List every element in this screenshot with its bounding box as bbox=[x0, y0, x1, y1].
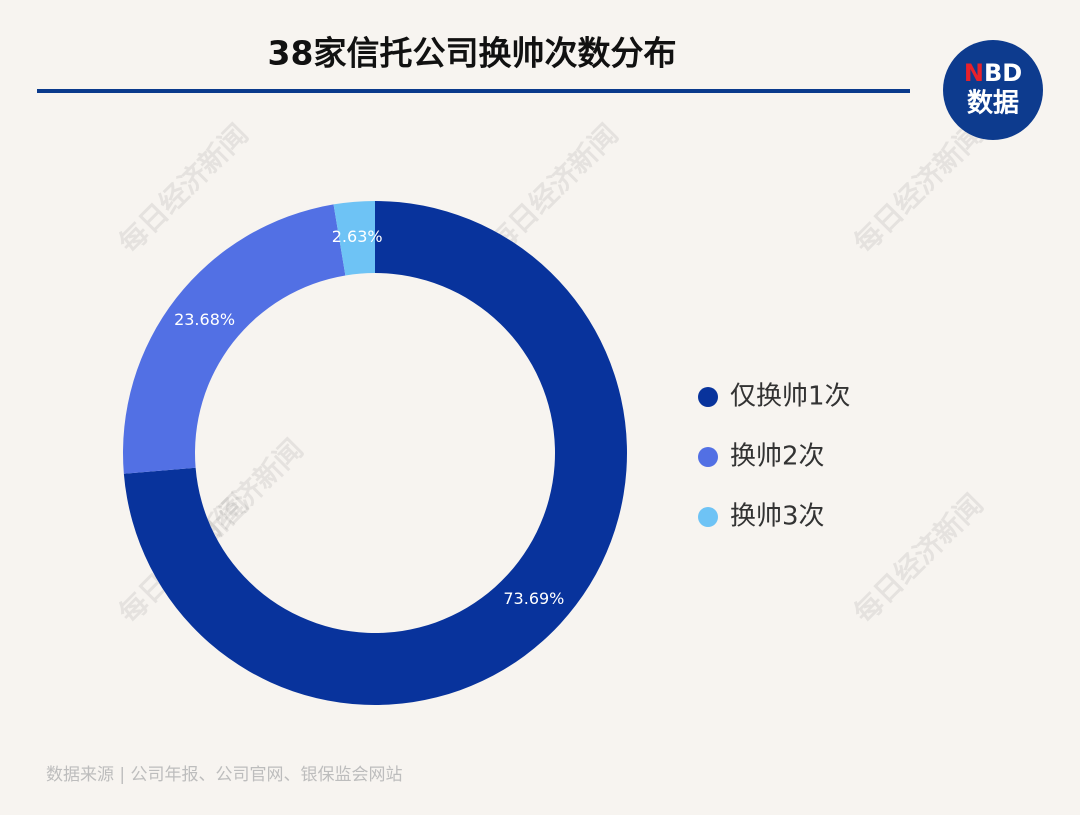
legend-swatch bbox=[698, 447, 718, 467]
donut: 73.69% 23.68% 2.63% bbox=[123, 201, 628, 706]
donut-segment bbox=[123, 204, 346, 474]
data-label: 2.63% bbox=[332, 227, 383, 246]
logo-subtext: 数据 bbox=[967, 89, 1019, 119]
logo-text: NBD bbox=[964, 59, 1022, 87]
data-label: 23.68% bbox=[174, 310, 235, 329]
legend-label: 仅换帅1次 bbox=[730, 382, 851, 412]
legend-swatch bbox=[698, 507, 718, 527]
chart-title: 38家信托公司换帅次数分布 bbox=[268, 34, 677, 73]
logo-badge bbox=[943, 40, 1043, 140]
donut-segment bbox=[333, 201, 375, 276]
data-label: 73.69% bbox=[503, 589, 564, 608]
legend-label: 换帅2次 bbox=[730, 442, 825, 472]
source-note: 数据来源 | 公司年报、公司官网、银保监会网站 bbox=[46, 765, 403, 785]
legend-swatch bbox=[698, 387, 718, 407]
legend-label: 换帅3次 bbox=[730, 502, 825, 532]
